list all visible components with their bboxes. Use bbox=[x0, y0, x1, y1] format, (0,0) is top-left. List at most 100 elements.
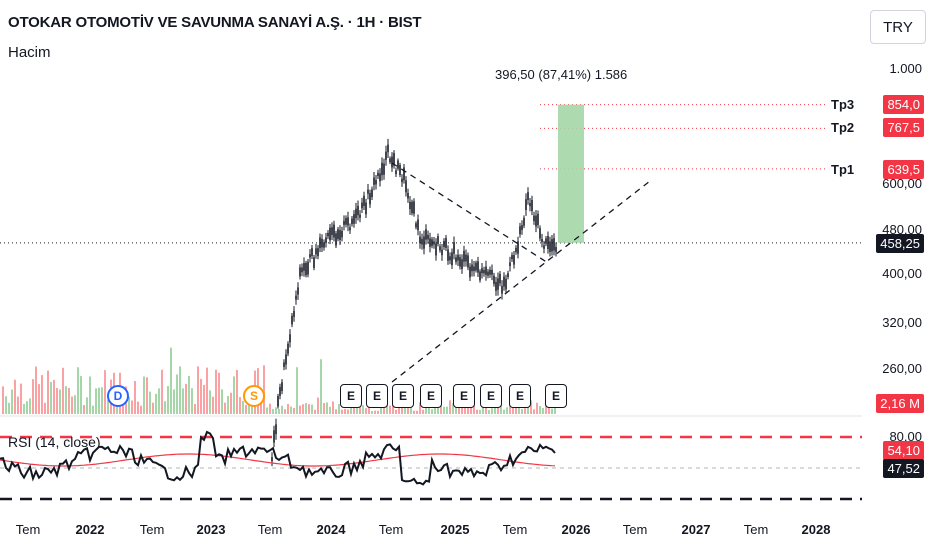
volume-bar bbox=[146, 377, 148, 414]
candle-body bbox=[469, 266, 471, 278]
volume-bar bbox=[209, 390, 211, 414]
candle-body bbox=[413, 201, 415, 214]
volume-bar bbox=[338, 404, 340, 414]
split-marker[interactable]: S bbox=[243, 385, 265, 407]
volume-bar bbox=[431, 409, 433, 414]
candle-body bbox=[323, 242, 325, 248]
volume-bar bbox=[224, 402, 226, 414]
rsi-label[interactable]: RSI (14, close) bbox=[8, 434, 101, 450]
time-axis-label: 2024 bbox=[316, 522, 346, 537]
volume-bar bbox=[479, 409, 481, 414]
candle-body bbox=[493, 275, 495, 284]
candle-body bbox=[439, 246, 441, 251]
volume-bar bbox=[488, 410, 490, 414]
volume-bar bbox=[260, 402, 262, 414]
time-axis-label: Tem bbox=[15, 522, 41, 537]
volume-bar bbox=[539, 406, 541, 414]
candle-body bbox=[331, 227, 333, 236]
candle-body bbox=[287, 343, 289, 354]
candle-body bbox=[291, 315, 293, 325]
volume-bar bbox=[233, 376, 235, 414]
volume-bar bbox=[170, 347, 172, 414]
candle-body bbox=[273, 430, 275, 443]
candle-body bbox=[483, 270, 485, 274]
volume-bar bbox=[26, 401, 28, 414]
volume-bar bbox=[59, 389, 61, 414]
candle-body bbox=[315, 248, 317, 255]
candle-body bbox=[395, 170, 397, 175]
candle-body bbox=[281, 382, 283, 391]
candle-body bbox=[311, 248, 313, 256]
candle-body bbox=[301, 267, 303, 273]
volume-bar bbox=[152, 402, 154, 414]
earnings-marker[interactable]: E bbox=[340, 384, 362, 408]
volume-bar bbox=[398, 403, 400, 414]
candle-body bbox=[447, 249, 449, 261]
volume-bar bbox=[443, 406, 445, 414]
volume-bar bbox=[281, 405, 283, 414]
volume-bar bbox=[422, 409, 424, 414]
volume-bar bbox=[83, 405, 85, 414]
candle-body bbox=[489, 269, 491, 275]
volume-bar bbox=[500, 400, 502, 414]
candle-body bbox=[363, 195, 365, 207]
candle-body bbox=[419, 236, 421, 244]
earnings-marker[interactable]: E bbox=[392, 384, 414, 408]
volume-bar bbox=[179, 366, 181, 414]
candle-body bbox=[343, 220, 345, 225]
volume-bar bbox=[230, 392, 232, 414]
time-axis-label: Tem bbox=[743, 522, 769, 537]
volume-bar bbox=[416, 410, 418, 414]
candle-body bbox=[371, 189, 373, 198]
candle-body bbox=[453, 242, 455, 254]
candle-body bbox=[329, 227, 331, 241]
volume-bar bbox=[86, 397, 88, 414]
volume-bar bbox=[71, 396, 73, 414]
earnings-marker[interactable]: E bbox=[420, 384, 442, 408]
rsi-line bbox=[0, 430, 556, 486]
candle-body bbox=[507, 273, 509, 277]
candle-body bbox=[337, 229, 339, 240]
candle-body bbox=[279, 387, 281, 396]
candle-body bbox=[297, 287, 299, 295]
volume-bar bbox=[452, 403, 454, 414]
volume-bar bbox=[44, 402, 46, 414]
candle-body bbox=[525, 199, 527, 211]
volume-bar bbox=[8, 402, 10, 414]
price-axis-label: 400,00 bbox=[882, 266, 922, 281]
candle-body bbox=[431, 239, 433, 246]
candle-body bbox=[555, 247, 557, 252]
candle-body bbox=[313, 257, 315, 268]
volume-bar bbox=[542, 407, 544, 414]
candle-body bbox=[495, 281, 497, 291]
volume-bar bbox=[413, 410, 415, 414]
volume-bar bbox=[521, 409, 523, 414]
volume-indicator-label[interactable]: Hacim bbox=[8, 44, 51, 61]
time-axis-label: Tem bbox=[139, 522, 165, 537]
dividend-marker[interactable]: D bbox=[107, 385, 129, 407]
price-axis-label: 320,00 bbox=[882, 315, 922, 330]
earnings-marker[interactable]: E bbox=[480, 384, 502, 408]
candle-body bbox=[387, 144, 389, 153]
earnings-marker[interactable]: E bbox=[509, 384, 531, 408]
volume-bar bbox=[293, 408, 295, 414]
candle-body bbox=[421, 238, 423, 245]
candle-body bbox=[383, 163, 385, 175]
candle-body bbox=[479, 271, 481, 281]
volume-bar bbox=[353, 405, 355, 414]
volume-bar bbox=[242, 400, 244, 414]
volume-bar bbox=[161, 369, 163, 414]
volume-bar bbox=[404, 407, 406, 414]
volume-bar bbox=[239, 397, 241, 414]
earnings-marker[interactable]: E bbox=[453, 384, 475, 408]
volume-bar bbox=[320, 359, 322, 414]
candle-body bbox=[547, 236, 549, 249]
volume-bar bbox=[323, 403, 325, 414]
volume-bar bbox=[305, 403, 307, 414]
currency-button[interactable]: TRY bbox=[870, 10, 926, 44]
earnings-marker[interactable]: E bbox=[545, 384, 567, 408]
volume-bar bbox=[317, 397, 319, 414]
price-axis-label: 480,00 bbox=[882, 222, 922, 237]
earnings-marker[interactable]: E bbox=[366, 384, 388, 408]
